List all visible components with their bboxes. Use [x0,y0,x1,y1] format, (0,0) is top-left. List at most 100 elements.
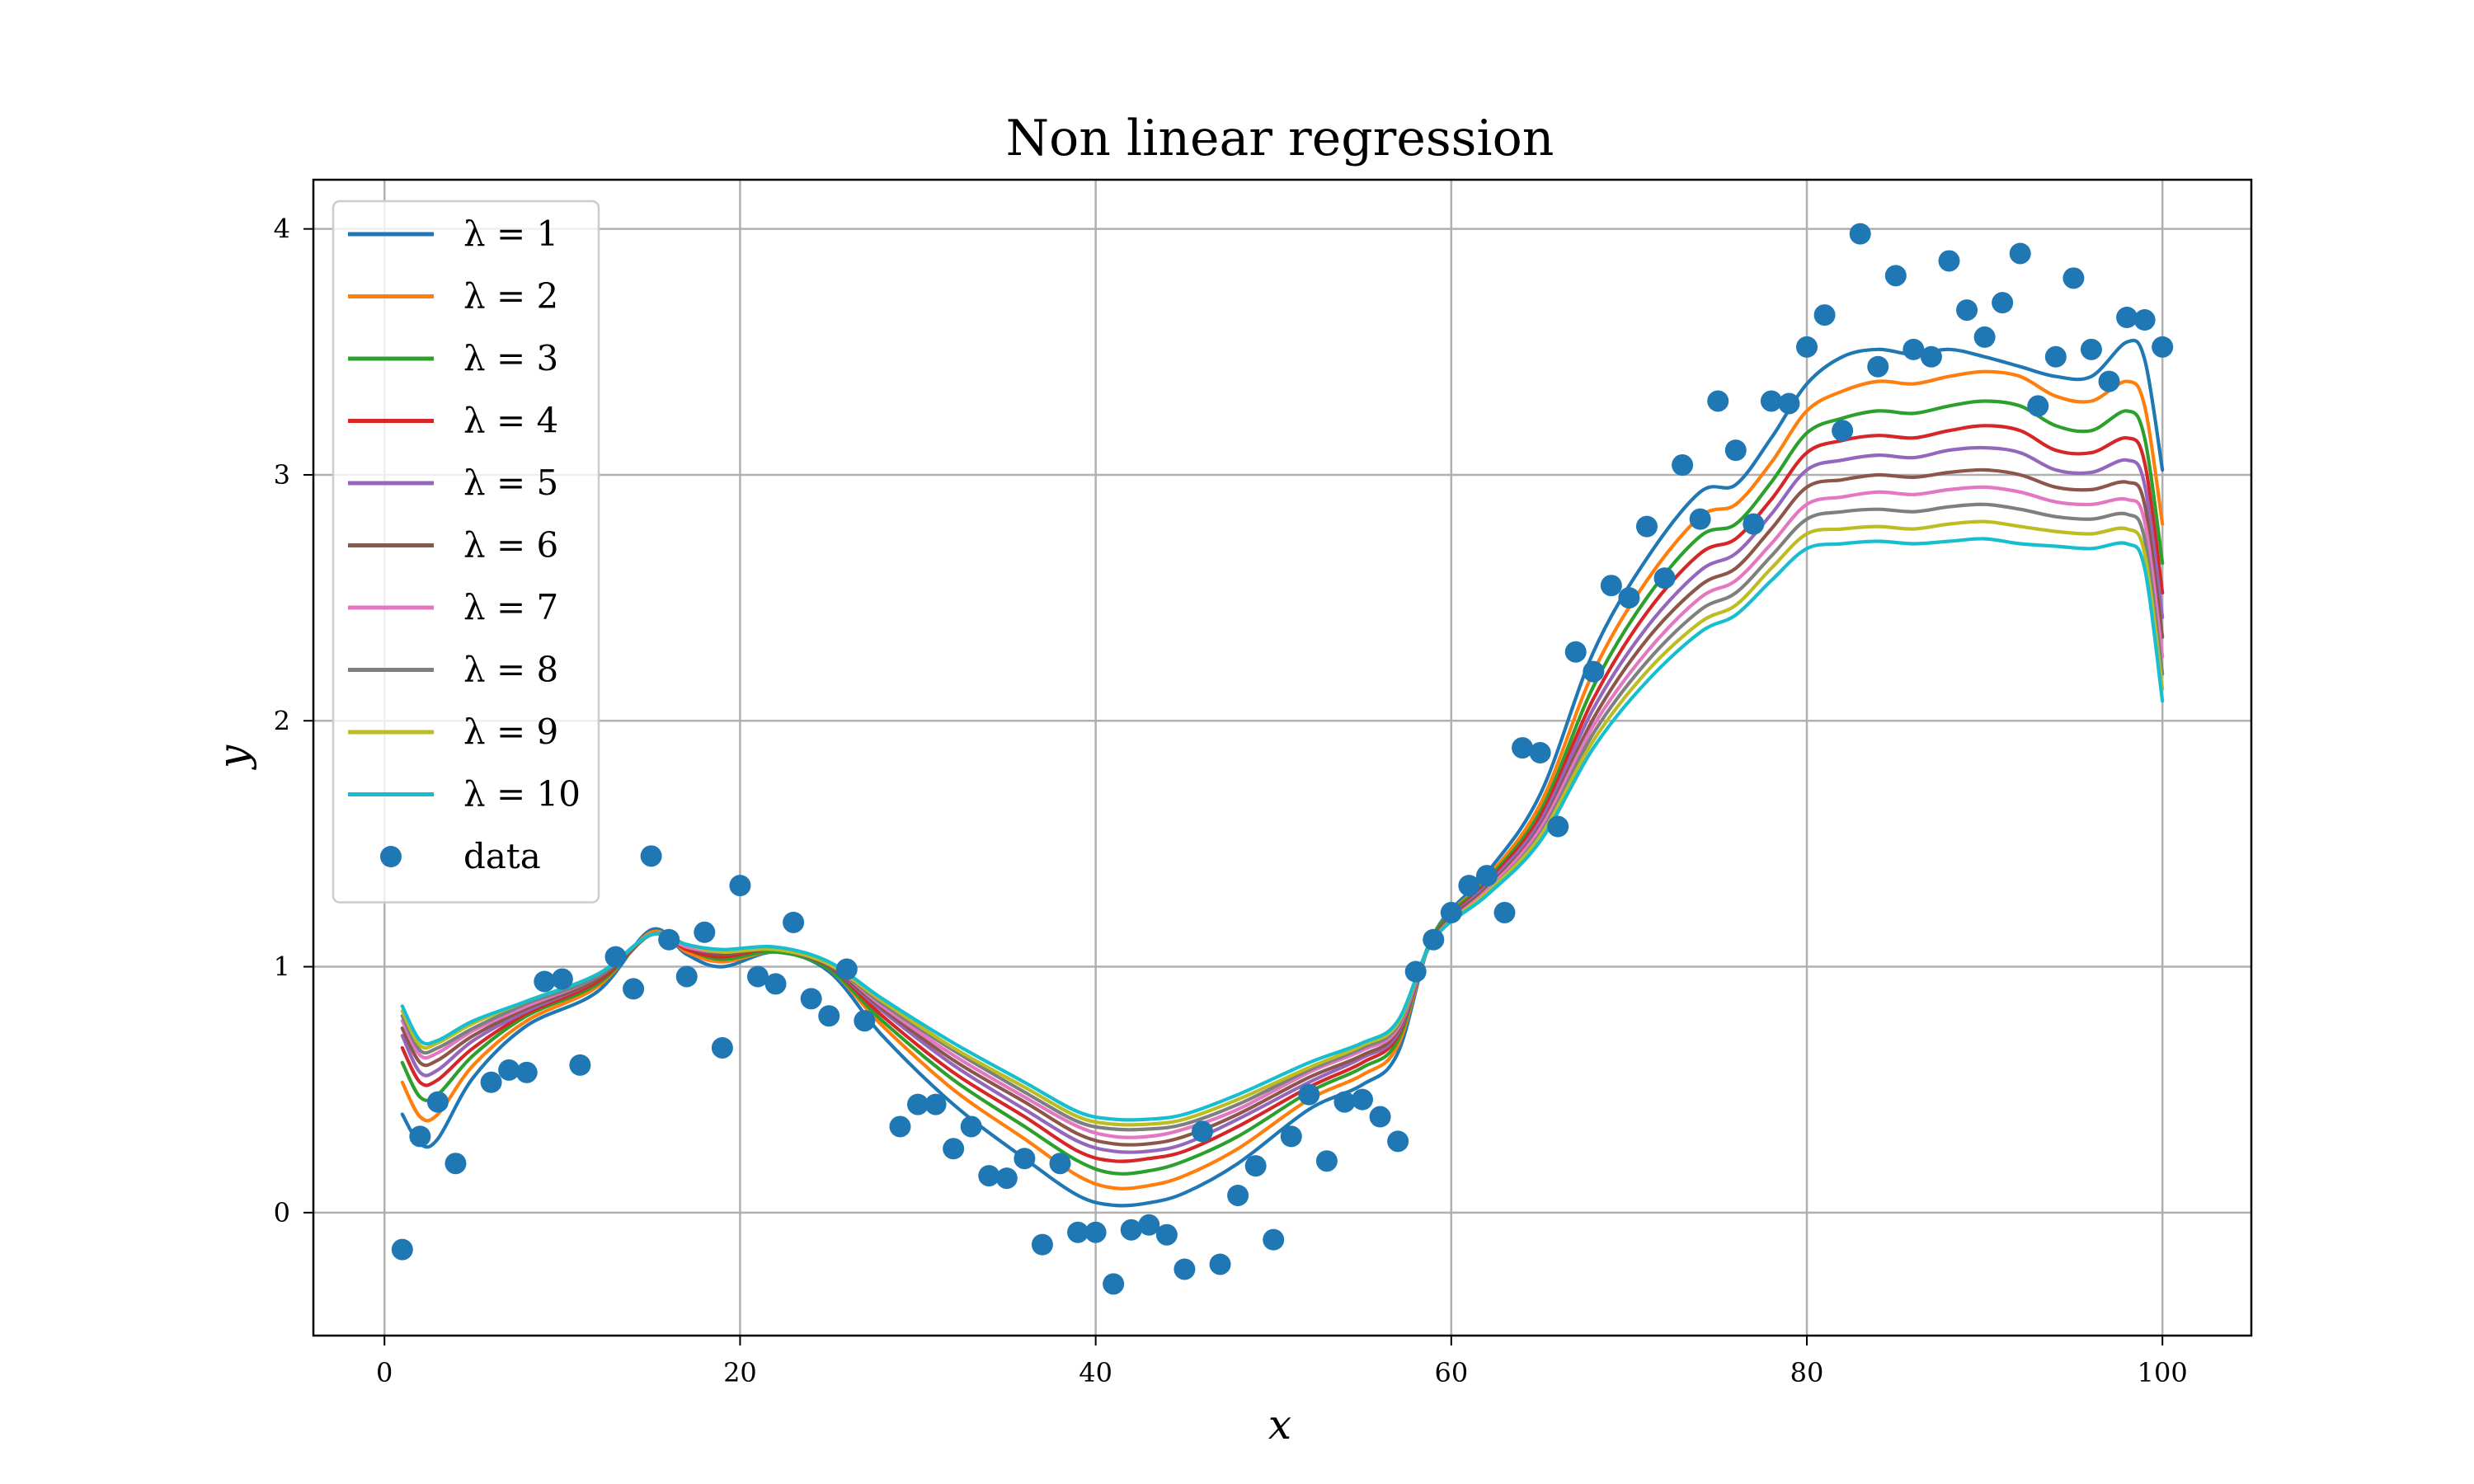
series-line-lambda-4 [400,424,2165,1163]
data-point [711,1036,733,1059]
data-point [800,988,822,1010]
data-point [1191,1120,1213,1143]
y-tick-label: 0 [274,1197,290,1228]
data-point [746,965,769,988]
data-point [1423,928,1445,951]
data-point [1458,875,1480,897]
data-point [1244,1155,1267,1177]
data-point [1884,265,1907,287]
data-point [960,1115,982,1138]
data-point [2044,345,2067,368]
ticks: 0 20 40 60 80 100 0 1 2 3 4 [274,214,2188,1388]
x-axis-label: x [1268,1401,1291,1449]
data-point [569,1054,591,1076]
data-point [818,1005,840,1027]
data-point [1938,250,1960,272]
data-point [889,1115,911,1138]
data-point [907,1093,929,1115]
data-point [1724,439,1747,462]
data-point [1209,1253,1231,1275]
data-point [1120,1219,1142,1241]
series-line-lambda-6 [400,467,2165,1147]
data-point [1280,1125,1302,1148]
legend-label: λ = 3 [463,338,558,378]
data-point [604,946,627,968]
data-point [1618,587,1640,609]
data-point [1387,1130,1409,1153]
x-tick-label: 20 [723,1357,757,1388]
data-point [1760,390,1782,412]
data-point [1707,390,1729,412]
data-point [1315,1150,1338,1172]
legend-label: λ = 9 [463,711,558,752]
data-point [1992,292,2014,314]
series-line-lambda-9 [400,519,2165,1127]
data-point [924,1093,947,1115]
data-point [1352,1088,1374,1111]
series-line-lambda-8 [400,502,2165,1132]
legend-label: λ = 8 [463,650,558,690]
data-point [943,1138,965,1160]
data-point [1333,1091,1356,1113]
data-point [1512,737,1534,759]
series-lines [400,338,2165,1208]
data-point [1298,1083,1320,1106]
legend-label: λ = 4 [463,401,558,441]
data-point [1973,326,1996,348]
data-point [1867,355,1889,378]
data-point [1689,508,1711,530]
grid [313,180,2251,1336]
data-point [1600,575,1622,597]
series-line-lambda-2 [400,369,2165,1190]
data-point [854,1010,876,1032]
data-point [658,928,680,951]
x-tick-label: 80 [1790,1357,1824,1388]
data-point [640,845,662,867]
data-point [1849,223,1871,245]
legend-label: λ = 2 [463,276,558,317]
series-line-lambda-3 [400,399,2165,1176]
data-point [1743,513,1765,535]
data-point [1832,420,1854,442]
data-point [2009,242,2031,265]
series-line-lambda-7 [400,485,2165,1139]
data-point [2062,267,2085,289]
data-point [1138,1214,1160,1236]
series-line-lambda-5 [400,445,2165,1154]
data-point [1813,304,1836,326]
data-point [1956,299,1978,322]
data-point [623,978,645,1000]
legend-label: λ = 7 [463,587,558,627]
data-point [2152,336,2174,358]
data-point [391,1238,413,1261]
data-point [2133,309,2156,331]
data-point [551,968,573,990]
data-point [1227,1184,1249,1206]
data-point [694,921,716,943]
data-point [444,1153,467,1175]
data-point [783,911,805,933]
data-point [1014,1148,1036,1170]
data-point [409,1125,431,1148]
data-point [480,1071,502,1093]
legend-label: λ = 5 [463,463,558,503]
data-point [1796,336,1818,358]
data-point [1547,815,1569,838]
data-point [1653,567,1676,589]
legend-label: λ = 6 [463,525,558,566]
data-point [1031,1233,1053,1256]
data-point [1778,392,1800,415]
data-point [1155,1223,1178,1246]
y-tick-label: 3 [274,459,290,491]
data-point [1440,901,1462,923]
data-point [2098,370,2120,392]
data-point [675,965,698,988]
data-point [515,1061,538,1083]
data-point [2027,395,2049,417]
data-point [835,958,858,980]
data-point [1049,1153,1071,1175]
data-point [498,1059,520,1081]
legend-box [332,200,600,904]
y-tick-label: 4 [274,214,290,245]
data-point [1493,901,1516,923]
